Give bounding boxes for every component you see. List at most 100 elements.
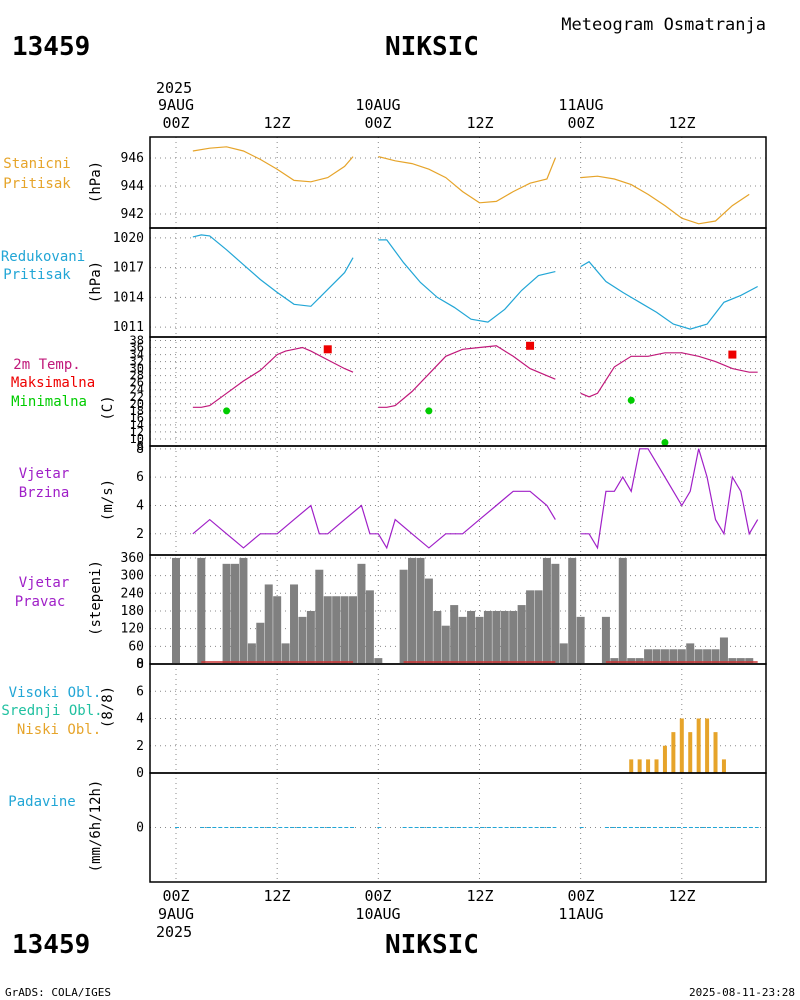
- station-name-bottom: NIKSIC: [385, 930, 479, 960]
- wind-dir-bar: [323, 596, 332, 663]
- wind_dir-ytick: 0: [136, 657, 144, 672]
- wind-dir-bar: [332, 596, 341, 663]
- label-wind-dir: Vjetar Pravac: [15, 575, 70, 610]
- year-top: 2025: [156, 79, 192, 97]
- wind_speed-frame: [149, 445, 767, 556]
- temperature-ytick: 24: [130, 383, 144, 397]
- label-reduced-pressure-1: Redukovani: [1, 249, 85, 265]
- wind-dir-bar: [745, 658, 754, 663]
- station_pressure-ytick: 942: [121, 207, 144, 222]
- temperature-ytick: 36: [130, 341, 144, 355]
- wind-dir-bar: [467, 610, 476, 663]
- wind-dir-bar: [399, 569, 408, 663]
- low-cloud-bar: [713, 732, 718, 773]
- wind-dir-bar: [231, 563, 240, 663]
- station-pressure-line: [378, 156, 556, 204]
- temperature-ytick: 14: [130, 418, 144, 432]
- top-time-axis: 9AUG 10AUG 11AUG 00Z 12Z 00Z 12Z 00Z 12Z: [158, 96, 696, 132]
- min-temp-marker: [627, 396, 635, 404]
- wind_dir-ytick: 60: [128, 639, 144, 654]
- temperature-ytick: 34: [130, 348, 144, 362]
- bottom-tick-12z-2: 12Z: [466, 887, 493, 905]
- temperature-ytick: 12: [130, 425, 144, 439]
- low-cloud-bar: [705, 718, 710, 773]
- footer-right: 2025-08-11-23:28: [689, 986, 795, 999]
- wind_dir-ytick: 300: [121, 569, 144, 584]
- temperature-ytick: 32: [130, 355, 144, 369]
- low-cloud-bar: [721, 759, 726, 773]
- label-clouds-3: Niski Obl.: [17, 722, 101, 738]
- wind-dir-bar: [559, 643, 568, 663]
- wind-dir-bar: [660, 649, 669, 663]
- temperature-line: [580, 352, 758, 398]
- wind-dir-bar: [433, 610, 442, 663]
- wind-dir-bar: [365, 590, 374, 663]
- bottom-time-axis: 00Z 12Z 00Z 12Z 00Z 12Z 9AUG 10AUG 11AUG…: [156, 887, 696, 941]
- unit-reduced-pressure: (hPa): [88, 261, 104, 303]
- label-wind-speed-2: Brzina: [19, 485, 70, 501]
- wind-dir-bar: [500, 610, 509, 663]
- temperature-ytick: 26: [130, 376, 144, 390]
- temperature-ytick: 28: [130, 369, 144, 383]
- bottom-tick-00z-2: 00Z: [364, 887, 391, 905]
- wind-dir-bar: [627, 658, 636, 663]
- temperature-ytick: 18: [130, 404, 144, 418]
- station-pressure-line: [192, 146, 354, 183]
- wind-dir-bar: [247, 643, 256, 663]
- wind-dir-bar: [542, 557, 551, 663]
- wind-dir-bar: [408, 557, 417, 663]
- wind-dir-bar: [450, 605, 459, 663]
- top-date-2: 10AUG: [355, 96, 400, 114]
- plot-area: 9469449421020101710141011383634323028262…: [113, 136, 767, 883]
- min-temp-marker: [661, 438, 669, 446]
- max-temp-marker: [728, 350, 737, 359]
- label-clouds-1: Visoki Obl.: [9, 685, 102, 701]
- wind-dir-bar: [349, 596, 358, 663]
- top-date-3: 11AUG: [558, 96, 603, 114]
- label-temperature: 2m Temp. Maksimalna Minimalna: [11, 357, 95, 410]
- temperature-ytick: 22: [130, 390, 144, 404]
- reduced-pressure-line: [192, 234, 354, 307]
- wind-dir-bar: [458, 616, 467, 663]
- label-reduced-pressure: Redukovani Pritisak: [1, 249, 85, 283]
- wind-dir-bar: [728, 658, 737, 663]
- min-temp-marker: [223, 407, 231, 415]
- label-clouds: Visoki Obl. Srednji Obl. Niski Obl.: [1, 685, 102, 738]
- clouds-ytick: 6: [136, 684, 144, 699]
- wind-dir-bar: [340, 596, 349, 663]
- station-pressure-line: [580, 175, 750, 225]
- station-name-top: NIKSIC: [385, 32, 479, 62]
- low-cloud-bar: [679, 718, 684, 773]
- bottom-date-1: 9AUG: [158, 905, 194, 923]
- wind_speed-ytick: 6: [136, 470, 144, 485]
- temperature-ytick: 10: [130, 432, 144, 446]
- wind-dir-bar: [610, 658, 619, 663]
- wind-dir-bar: [374, 658, 383, 663]
- label-station-pressure-2: Pritisak: [3, 176, 71, 192]
- temperature-line: [378, 345, 556, 408]
- label-wind-speed: Vjetar Brzina: [19, 466, 70, 501]
- temperature-ytick: 8: [137, 439, 144, 453]
- wind-dir-bar: [222, 563, 231, 663]
- top-tick-00z-2: 00Z: [364, 114, 391, 132]
- wind_speed-ytick: 4: [136, 498, 144, 513]
- top-tick-12z-2: 12Z: [466, 114, 493, 132]
- wind-dir-bar: [172, 557, 180, 663]
- clouds-ytick: 0: [136, 766, 144, 781]
- low-cloud-bar: [629, 759, 634, 773]
- wind-dir-bar: [669, 649, 678, 663]
- station_pressure-ytick: 944: [121, 179, 145, 194]
- wind-dir-bar: [534, 590, 543, 663]
- unit-precip: (mm/6h/12h): [88, 780, 104, 873]
- wind-dir-bar: [239, 557, 248, 663]
- min-temp-marker: [425, 407, 433, 415]
- bottom-date-2: 10AUG: [355, 905, 400, 923]
- clouds-ytick: 2: [136, 739, 144, 754]
- wind-dir-bar: [264, 584, 273, 663]
- low-cloud-bar: [696, 718, 701, 773]
- label-wind-speed-1: Vjetar: [19, 466, 70, 482]
- footer-left: GrADS: COLA/IGES: [5, 986, 111, 999]
- unit-wind-dir: (stepeni): [88, 560, 104, 636]
- unit-wind-speed: (m/s): [100, 479, 116, 521]
- wind-dir-bar: [719, 637, 728, 663]
